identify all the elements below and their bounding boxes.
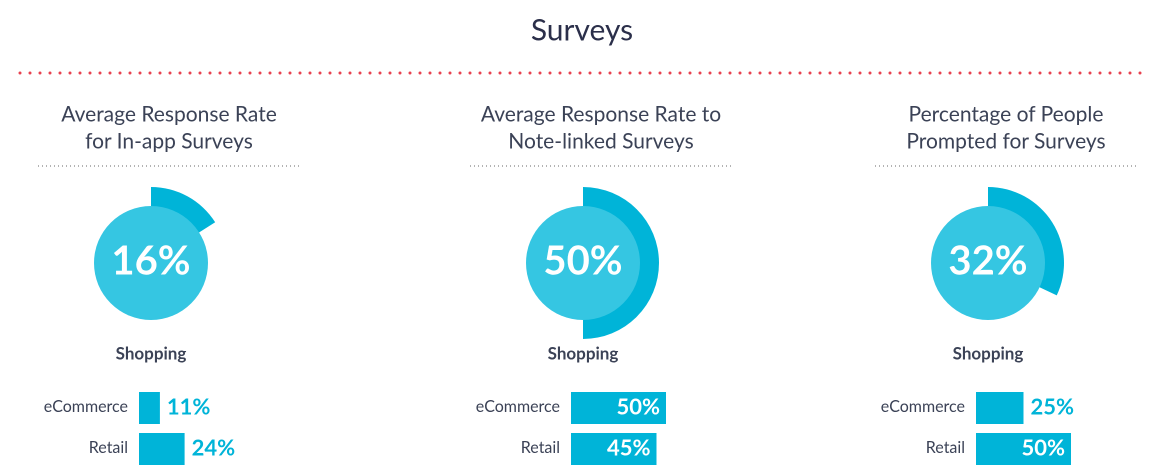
bar-label: 25% <box>1031 393 1075 420</box>
bar <box>976 433 1071 465</box>
panel-title: Percentage of People <box>909 101 1104 126</box>
bar-category: eCommerce <box>881 397 965 416</box>
panel-subtitle: Shopping <box>953 342 1024 363</box>
bar <box>571 392 666 424</box>
bar <box>139 433 185 465</box>
page-title: Surveys <box>531 12 633 48</box>
panel-subtitle: Shopping <box>116 342 187 363</box>
bar-label: 45% <box>607 434 651 461</box>
bar <box>139 392 160 424</box>
ring-value: 50% <box>543 235 622 283</box>
bar <box>976 392 1024 424</box>
bar-label: 50% <box>1021 434 1065 461</box>
panel-subtitle: Shopping <box>548 342 619 363</box>
ring-value: 16% <box>111 235 190 283</box>
bar-category: eCommerce <box>476 397 560 416</box>
ring-center <box>931 206 1045 320</box>
bar-label: 50% <box>616 393 660 420</box>
bar-category: Retail <box>89 438 128 457</box>
bar-category: eCommerce <box>44 397 128 416</box>
bar <box>571 433 657 465</box>
ring-center <box>94 206 208 320</box>
panel-title: Note-linked Surveys <box>508 128 693 153</box>
panel-title: Prompted for Surveys <box>906 128 1105 153</box>
ring-center <box>526 206 640 320</box>
panel-title: Average Response Rate <box>61 101 277 126</box>
bar-label: 11% <box>167 393 211 420</box>
bar-category: Retail <box>926 438 965 457</box>
panel-title: Average Response Rate to <box>481 101 721 126</box>
panel-title: for In-app Surveys <box>85 128 253 153</box>
ring-value: 32% <box>948 235 1027 283</box>
bar-label: 24% <box>192 434 236 461</box>
bar-category: Retail <box>521 438 560 457</box>
